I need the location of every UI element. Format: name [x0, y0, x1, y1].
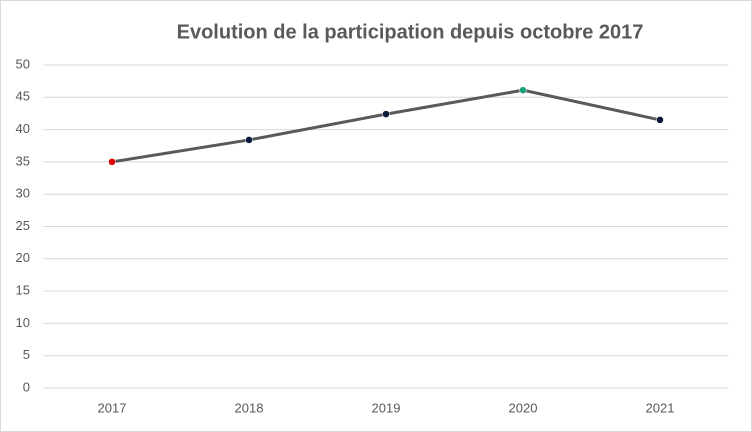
y-tick-label: 5: [23, 347, 30, 362]
y-tick-label: 0: [23, 379, 30, 394]
x-tick-label: 2019: [372, 400, 401, 415]
y-tick-label: 35: [16, 153, 30, 168]
point-marker: [382, 110, 390, 118]
x-tick-label: 2017: [98, 400, 127, 415]
point-marker: [656, 116, 664, 124]
y-tick-label: 20: [16, 250, 30, 265]
y-tick-label: 30: [16, 186, 30, 201]
x-tick-label: 2021: [646, 400, 675, 415]
point-marker: [108, 158, 116, 166]
x-tick-label: 2018: [235, 400, 264, 415]
chart-title: Evolution de la participation depuis oct…: [177, 21, 644, 43]
x-tick-label: 2020: [509, 400, 538, 415]
y-tick-label: 45: [16, 89, 30, 104]
y-tick-label: 15: [16, 283, 30, 298]
y-tick-label: 40: [16, 121, 30, 136]
point-marker: [519, 86, 527, 94]
point-marker: [245, 136, 253, 144]
y-tick-label: 10: [16, 315, 30, 330]
y-tick-label: 25: [16, 218, 30, 233]
y-tick-label: 50: [16, 56, 30, 71]
